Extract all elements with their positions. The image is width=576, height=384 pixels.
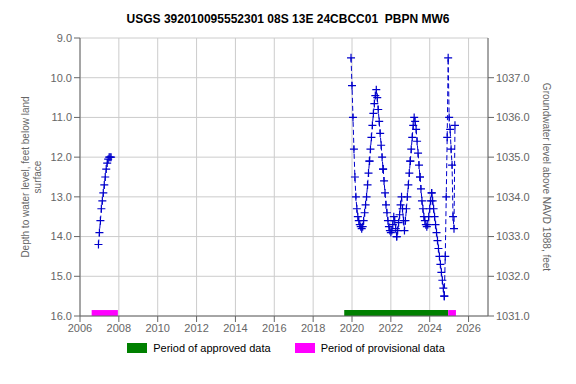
svg-text:2016: 2016 [262, 322, 286, 334]
html-text:USGS 392010095552301 08S 13E 2: USGS 392010095552301 08S 13E 24CBCC01 PB… [126, 12, 450, 26]
svg-text:13.0: 13.0 [51, 191, 72, 203]
svg-text:1035.0: 1035.0 [496, 151, 530, 163]
svg-text:Groundwater level above NAVD 1: Groundwater level above NAVD 1988, feet [541, 83, 552, 271]
svg-text:1031.0: 1031.0 [496, 310, 530, 322]
svg-text:15.0: 15.0 [51, 270, 72, 282]
svg-text:Depth to water level, feet bel: Depth to water level, feet below landsur… [20, 96, 43, 257]
svg-text:1037.0: 1037.0 [496, 72, 530, 84]
svg-text:2018: 2018 [301, 322, 325, 334]
html-text:Period of approved data: Period of approved data [153, 342, 271, 354]
svg-text:2022: 2022 [379, 322, 403, 334]
svg-text:16.0: 16.0 [51, 310, 72, 322]
svg-text:9.0: 9.0 [57, 32, 72, 44]
svg-text:1033.0: 1033.0 [496, 230, 530, 242]
svg-text:2006: 2006 [68, 322, 92, 334]
svg-text:1036.0: 1036.0 [496, 111, 530, 123]
svg-text:2020: 2020 [340, 322, 364, 334]
svg-text:2012: 2012 [184, 322, 208, 334]
svg-text:2008: 2008 [107, 322, 131, 334]
svg-text:1034.0: 1034.0 [496, 191, 530, 203]
svg-text:11.0: 11.0 [51, 111, 72, 123]
svg-text:14.0: 14.0 [51, 230, 72, 242]
svg-text:1032.0: 1032.0 [496, 270, 530, 282]
html-text:Period of provisional data: Period of provisional data [320, 342, 445, 354]
svg-text:2010: 2010 [145, 322, 169, 334]
svg-text:2024: 2024 [417, 322, 441, 334]
svg-text:2026: 2026 [456, 322, 480, 334]
svg-text:2014: 2014 [223, 322, 247, 334]
svg-text:10.0: 10.0 [51, 72, 72, 84]
svg-text:12.0: 12.0 [51, 151, 72, 163]
